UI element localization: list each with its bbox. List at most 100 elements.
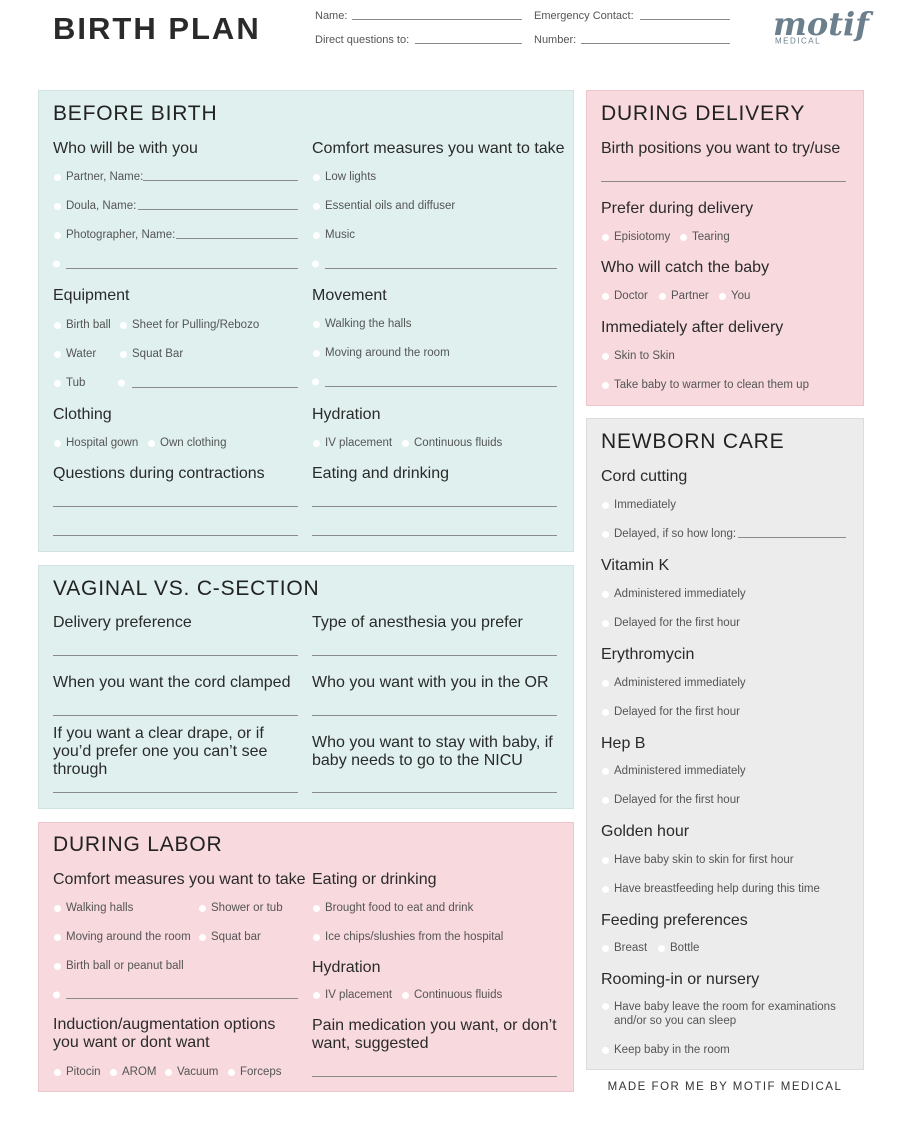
option: IV placement (312, 989, 393, 1001)
logo-subtitle: MEDICAL (775, 36, 822, 46)
option: Hospital gown (53, 437, 139, 449)
question-heading: Rooming-in or nursery (601, 971, 760, 988)
option: Take baby to warmer to clean them up (602, 379, 809, 391)
option: Own clothing (147, 437, 227, 449)
radio-circle (53, 260, 60, 268)
panel (38, 565, 574, 809)
write-line (138, 209, 298, 210)
option: Partner (659, 290, 709, 302)
option: Squat Bar (119, 348, 184, 360)
write-line (312, 506, 557, 507)
write-line (352, 19, 522, 20)
write-line (312, 535, 557, 536)
question-heading: Movement (312, 287, 387, 304)
question-heading: Golden hour (601, 823, 690, 840)
question-heading: Cord cutting (601, 468, 688, 485)
radio-circle (118, 379, 125, 387)
write-line (312, 715, 557, 716)
question-heading: Eating and drinking (312, 465, 449, 482)
option: Bottle (657, 942, 700, 954)
question-heading: Comfort measures you want to take (312, 140, 565, 157)
option: Walking halls (53, 902, 134, 914)
option: Continuous fluids (401, 437, 503, 449)
option: Squat bar (199, 931, 261, 943)
question-heading: If you want a clear drape, or if you’d p… (53, 725, 268, 778)
question-heading: Who will catch the baby (601, 259, 770, 276)
section-title: DURING DELIVERY (601, 102, 806, 125)
question-heading: Eating or drinking (312, 871, 437, 888)
option: Shower or tub (199, 902, 283, 914)
question-heading: Type of anesthesia you prefer (312, 614, 523, 631)
option: Keep baby in the room (602, 1044, 730, 1056)
section-title: NEWBORN CARE (601, 430, 785, 453)
question-heading: Induction/augmentation options you want … (53, 1016, 276, 1051)
option: Vacuum (164, 1066, 219, 1078)
option: Music (312, 229, 356, 241)
option: Delayed for the first hour (602, 617, 740, 629)
question-heading: Who you want with you in the OR (312, 674, 549, 691)
option: Partner, Name: (53, 171, 144, 183)
option: Have baby skin to skin for first hour (602, 854, 794, 866)
option: Essential oils and diffuser (312, 200, 456, 212)
question-heading: Birth positions you want to try/use (601, 140, 841, 157)
option: Doula, Name: (53, 200, 137, 212)
option: Water (53, 348, 97, 360)
write-line (66, 268, 298, 269)
question-heading: Who will be with you (53, 140, 198, 157)
question-heading: Delivery preference (53, 614, 192, 631)
option: Brought food to eat and drink (312, 902, 474, 914)
footer: MADE FOR ME BY MOTIF MEDICAL (607, 1081, 843, 1093)
write-line (176, 238, 298, 239)
radio-circle (312, 378, 319, 386)
option: Low lights (312, 171, 377, 183)
write-line (312, 792, 557, 793)
panel (38, 822, 574, 1092)
option: Administered immediately (602, 677, 746, 689)
question-heading: Feeding preferences (601, 912, 748, 929)
question-heading: Who you want to stay with baby, if baby … (312, 734, 553, 769)
option: Skin to Skin (602, 350, 675, 362)
write-line (325, 268, 557, 269)
question-heading: Prefer during delivery (601, 200, 754, 217)
option: Doctor (602, 290, 648, 302)
option: Moving around the room (313, 347, 450, 359)
write-line (143, 180, 298, 181)
write-line (312, 1076, 557, 1077)
question-heading: Immediately after delivery (601, 319, 784, 336)
option: Forceps (228, 1066, 282, 1078)
panel (38, 90, 574, 552)
section-title: VAGINAL VS. C-SECTION (53, 577, 320, 600)
write-line (53, 792, 298, 793)
write-line (53, 715, 298, 716)
question-heading: Pain medication you want, or don’t want,… (312, 1017, 557, 1052)
option: Immediately (602, 499, 676, 511)
option: Have baby leave the room for examination… (602, 1000, 839, 1028)
question-heading: Erythromycin (601, 646, 695, 663)
question-heading: Hydration (312, 959, 381, 976)
option: Delayed for the first hour (602, 794, 740, 806)
option: Continuous fluids (401, 989, 503, 1001)
option: You (718, 290, 751, 302)
panel (586, 418, 864, 1070)
option: Have breastfeeding help during this time (602, 883, 820, 895)
field-label: Direct questions to: (315, 34, 410, 46)
field-label: Number: (534, 34, 577, 46)
field-label: Name: (315, 10, 348, 22)
write-line (53, 506, 298, 507)
question-heading: Vitamin K (601, 557, 670, 574)
field-label: Emergency Contact: (534, 10, 634, 22)
question-heading: Clothing (53, 406, 112, 423)
write-line (325, 386, 557, 387)
write-line (640, 19, 730, 20)
option: Birth ball or peanut ball (54, 960, 184, 972)
question-heading: Equipment (53, 287, 130, 304)
write-line (53, 655, 298, 656)
option: Episiotomy (601, 231, 671, 243)
write-line (415, 43, 522, 44)
option: Walking the halls (313, 318, 412, 330)
write-line (53, 535, 298, 536)
panel (586, 90, 864, 406)
option: Administered immediately (602, 765, 746, 777)
option: AROM (110, 1066, 157, 1078)
option: Photographer, Name: (53, 229, 176, 241)
